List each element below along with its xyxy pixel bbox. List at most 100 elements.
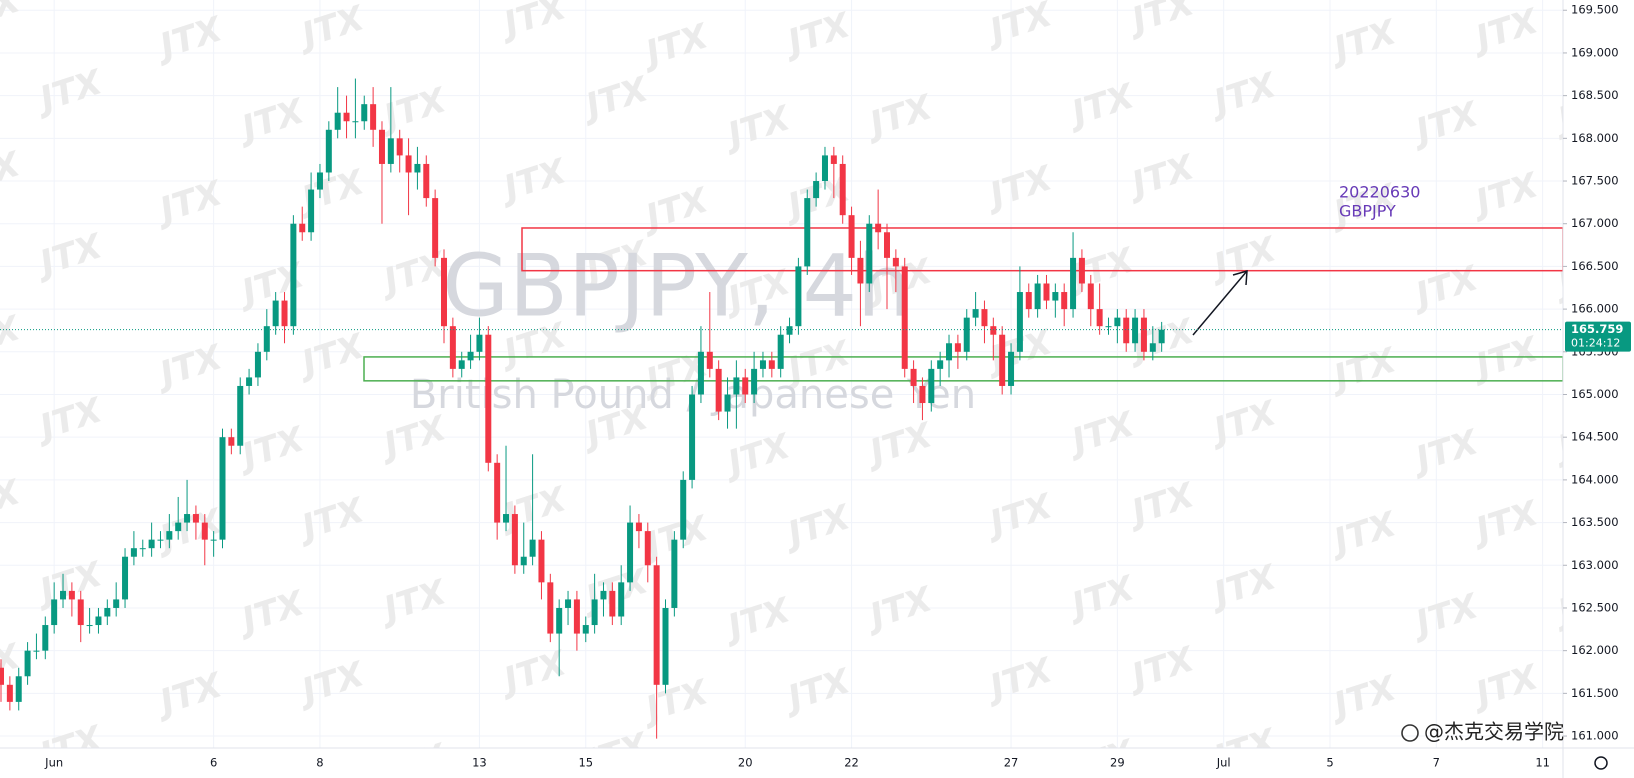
- brand: @杰克交易学院: [1424, 720, 1564, 744]
- candle-body: [148, 539, 155, 549]
- candle-body: [901, 266, 908, 369]
- candle-body: [51, 599, 58, 626]
- watermark: JTX: [232, 747, 311, 778]
- y-tick-label: 161.500: [1571, 686, 1619, 700]
- candle-body: [972, 309, 979, 318]
- watermark: JTX: [232, 419, 311, 479]
- y-tick-label: 166.000: [1571, 302, 1619, 316]
- candle-body: [1140, 317, 1147, 352]
- watermark: JTX: [1548, 247, 1627, 307]
- candle-body: [316, 172, 323, 190]
- candle-body: [104, 607, 111, 617]
- annotation: 20220630: [1339, 183, 1420, 202]
- candle-body: [1061, 292, 1068, 310]
- watermark: JTX: [1204, 229, 1283, 289]
- candle-body: [600, 590, 607, 600]
- candle-body: [113, 599, 120, 608]
- last-price-label: 165.759: [1571, 322, 1623, 336]
- watermark: JTX: [1466, 329, 1545, 389]
- y-tick-label: 167.000: [1571, 216, 1619, 230]
- candle-body: [219, 437, 226, 540]
- candle-body: [467, 351, 474, 361]
- candle-body: [95, 616, 102, 626]
- candle-body: [378, 129, 385, 164]
- y-tick-label: 166.500: [1571, 259, 1619, 273]
- candle-body: [485, 334, 492, 463]
- candle-body: [352, 121, 359, 123]
- watermark: JTX: [232, 255, 311, 315]
- candle-body: [1132, 317, 1139, 344]
- settings-icon[interactable]: [1594, 756, 1608, 770]
- watermark: JTX: [232, 91, 311, 151]
- candle-body: [644, 531, 651, 566]
- y-tick-label: 169.500: [1571, 3, 1619, 17]
- candle-body: [325, 129, 332, 173]
- brand-logo: [1401, 724, 1419, 742]
- y-tick-label: 167.500: [1571, 174, 1619, 188]
- watermark: JTX: [980, 650, 1059, 710]
- watermark: JTX: [1062, 404, 1141, 464]
- candle-body: [343, 112, 350, 122]
- candle-body: [299, 223, 306, 233]
- candle-body: [520, 556, 527, 566]
- candle-body: [680, 479, 687, 540]
- candle-body: [157, 539, 164, 541]
- candles: [0, 78, 1165, 739]
- candle-body: [981, 309, 988, 327]
- candle-body: [0, 667, 4, 685]
- candle-body: [910, 368, 917, 386]
- watermark: JTX: [1204, 721, 1283, 778]
- candle-body: [1008, 351, 1015, 386]
- candle-body: [946, 343, 953, 361]
- candle-body: [308, 189, 315, 233]
- candle-body: [653, 565, 660, 685]
- x-tick-label: 22: [844, 756, 859, 770]
- x-tick-label: 6: [210, 756, 217, 770]
- candle-body: [538, 539, 545, 583]
- watermark: JTX: [292, 654, 371, 714]
- watermark: JTX: [292, 326, 371, 386]
- watermark: JTX: [374, 736, 453, 778]
- watermark: JTX: [292, 0, 371, 57]
- watermark: JTX: [30, 226, 109, 286]
- candle-body: [892, 257, 899, 267]
- watermark: JTX: [718, 590, 797, 650]
- candle-body: [511, 514, 518, 566]
- watermark: JTX: [778, 497, 857, 557]
- x-tick-label: 11: [1535, 756, 1550, 770]
- y-tick-label: 161.000: [1571, 729, 1619, 743]
- watermark: JTX: [1466, 165, 1545, 225]
- watermark: JTX: [0, 144, 26, 204]
- watermark: JTX: [374, 80, 453, 140]
- candle-body: [387, 138, 394, 164]
- candle-body: [1158, 329, 1165, 344]
- watermark: JTX: [636, 180, 715, 240]
- candle-body: [1034, 283, 1041, 310]
- candle-body: [237, 385, 244, 446]
- candle-body: [396, 138, 403, 156]
- candle-body: [228, 437, 235, 446]
- watermark: JTX: [1406, 422, 1485, 482]
- x-tick-label: 27: [1004, 756, 1019, 770]
- y-tick-label: 162.000: [1571, 643, 1619, 657]
- watermark: JTX: [718, 754, 797, 778]
- candle-body: [857, 257, 864, 284]
- x-tick-label: 5: [1326, 756, 1333, 770]
- annotation: GBPJPY: [1339, 202, 1396, 221]
- candle-body: [334, 112, 341, 130]
- watermark: JTX: [1324, 668, 1403, 728]
- candle-body: [405, 155, 412, 173]
- arrow-line: [1192, 270, 1248, 336]
- candle-body: [751, 368, 758, 395]
- candle-body: [830, 155, 837, 164]
- arrow: [1192, 269, 1248, 336]
- watermark: JTX: [980, 0, 1059, 53]
- x-tick-label: 20: [738, 756, 753, 770]
- settings-button[interactable]: [1594, 756, 1608, 770]
- candle-body: [166, 531, 173, 540]
- candle-body: [24, 650, 31, 677]
- candle-body: [281, 300, 288, 327]
- candle-body: [60, 590, 67, 600]
- candle-body: [573, 599, 580, 634]
